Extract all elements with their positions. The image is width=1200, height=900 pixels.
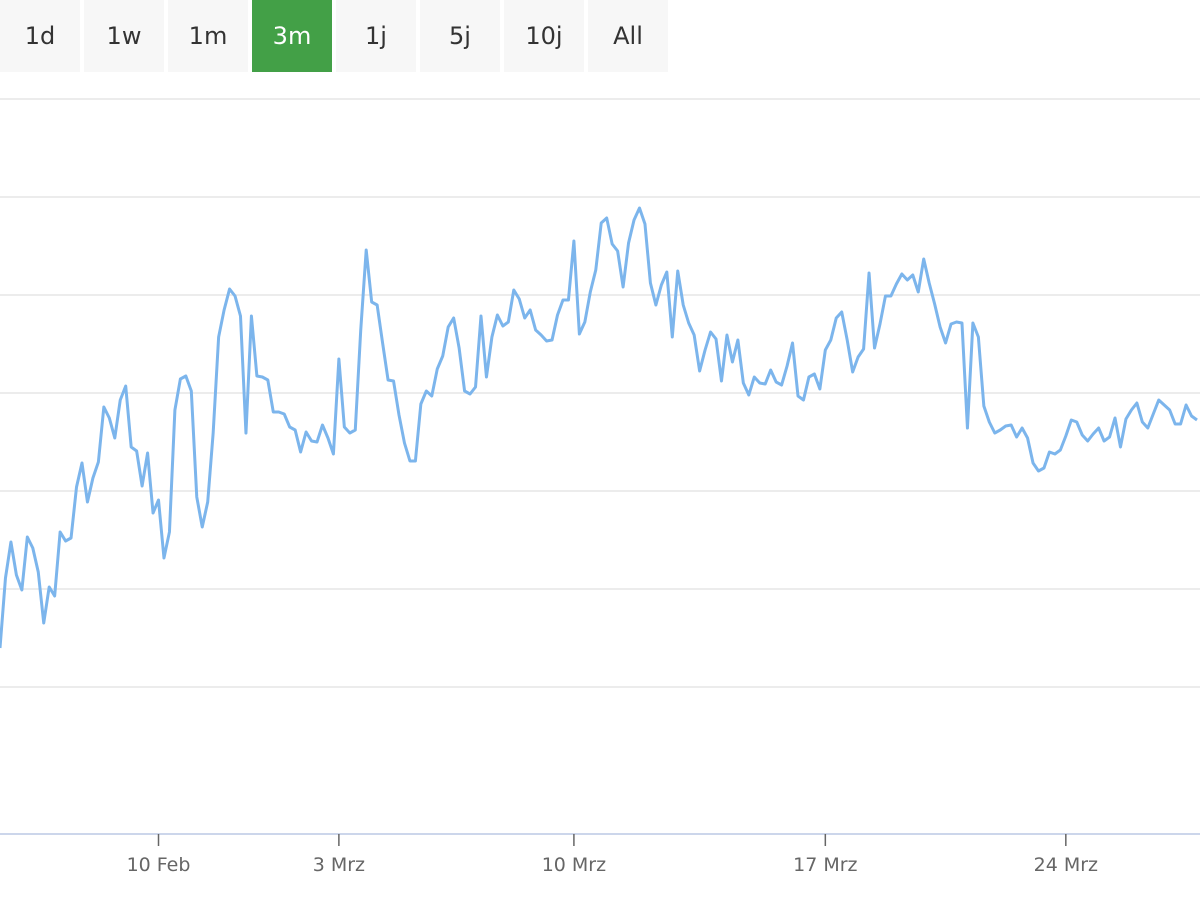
- x-tick-label: 17 Mrz: [793, 854, 857, 876]
- range-button[interactable]: 1m: [168, 0, 248, 72]
- range-button[interactable]: 1w: [84, 0, 164, 72]
- x-tick-label: 10 Mrz: [542, 854, 606, 876]
- range-button[interactable]: All: [588, 0, 668, 72]
- x-tick-label: 10 Feb: [127, 854, 191, 876]
- range-button[interactable]: 1j: [336, 0, 416, 72]
- x-tick-label: 24 Mrz: [1034, 854, 1098, 876]
- price-line: [0, 206, 1198, 649]
- range-button[interactable]: 3m: [252, 0, 332, 72]
- range-button[interactable]: 10j: [504, 0, 584, 72]
- x-tick-label: 3 Mrz: [313, 854, 365, 876]
- range-button[interactable]: 1d: [0, 0, 80, 72]
- range-button[interactable]: 5j: [420, 0, 500, 72]
